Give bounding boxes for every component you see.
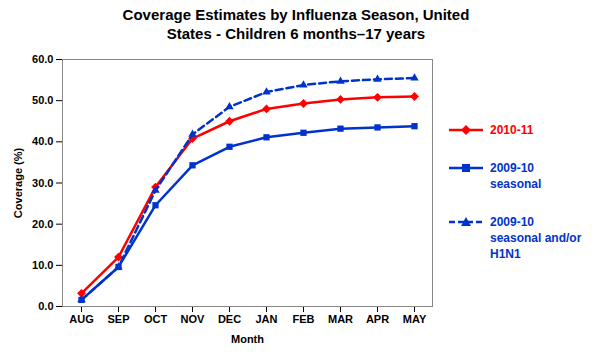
svg-text:AUG: AUG bbox=[69, 313, 93, 325]
html-text:2009-10 seasonal: 2009-10 seasonal bbox=[490, 161, 542, 191]
svg-text:APR: APR bbox=[366, 313, 389, 325]
svg-text:Coverage (%): Coverage (%) bbox=[12, 148, 24, 219]
svg-text:JAN: JAN bbox=[255, 313, 277, 325]
html-text:2010-11: 2010-11 bbox=[490, 123, 534, 137]
svg-text:20.0: 20.0 bbox=[32, 218, 53, 230]
svg-text:MAY: MAY bbox=[403, 313, 427, 325]
svg-text:40.0: 40.0 bbox=[32, 135, 53, 147]
svg-text:SEP: SEP bbox=[107, 313, 129, 325]
svg-text:MAR: MAR bbox=[328, 313, 353, 325]
svg-text:50.0: 50.0 bbox=[32, 94, 53, 106]
svg-text:60.0: 60.0 bbox=[32, 53, 53, 65]
svg-text:10.0: 10.0 bbox=[32, 259, 53, 271]
svg-text:NOV: NOV bbox=[181, 313, 206, 325]
svg-text:Month: Month bbox=[231, 333, 264, 345]
svg-text:30.0: 30.0 bbox=[32, 177, 53, 189]
html-text:Coverage Estimates by Influenz: Coverage Estimates by Influenza Season, … bbox=[122, 6, 470, 42]
svg-text:DEC: DEC bbox=[218, 313, 241, 325]
svg-text:0.0: 0.0 bbox=[38, 300, 53, 312]
html-text:2009-10 seasonal and/or H1N1: 2009-10 seasonal and/or H1N1 bbox=[490, 215, 582, 261]
svg-text:FEB: FEB bbox=[293, 313, 315, 325]
svg-text:OCT: OCT bbox=[144, 313, 168, 325]
